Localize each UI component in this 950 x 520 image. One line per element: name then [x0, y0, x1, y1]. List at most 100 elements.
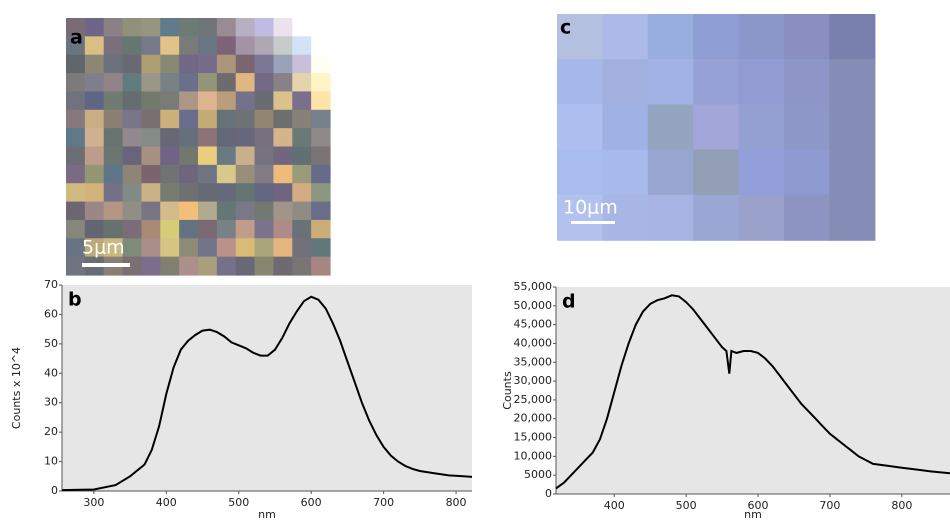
pixel [160, 256, 180, 276]
pixel [235, 18, 256, 37]
pixel [254, 109, 275, 129]
pixel [122, 201, 143, 221]
pixel [160, 201, 180, 221]
pixel [216, 238, 237, 258]
pixel [254, 164, 275, 184]
pixel [829, 59, 876, 106]
pixel [160, 219, 180, 239]
pixel [84, 164, 105, 184]
pixel [235, 91, 256, 111]
pixel [292, 201, 312, 221]
pixel [254, 128, 275, 148]
pixel [311, 54, 331, 74]
pixel [292, 128, 312, 148]
scale-bar [82, 263, 130, 267]
pixel [292, 18, 312, 37]
y-tick-label: 30,000 [514, 374, 553, 387]
pixel [66, 164, 86, 184]
x-tick-label: 600 [748, 499, 769, 512]
y-tick-label: 0 [51, 484, 58, 497]
x-tick-label: 800 [446, 496, 467, 509]
pixel [273, 36, 293, 56]
pixel [179, 164, 199, 184]
pixel [292, 91, 312, 111]
pixel [160, 164, 180, 184]
pixel [829, 194, 876, 241]
y-tick-label: 15,000 [514, 431, 553, 444]
pixel [141, 128, 161, 148]
pixel [84, 146, 105, 166]
pixel [179, 128, 199, 148]
scale-bar [571, 221, 615, 224]
pixel [216, 256, 237, 276]
pixel [198, 238, 218, 258]
pixel [602, 104, 649, 151]
pixel [254, 18, 275, 37]
pixel [160, 54, 180, 74]
pixel [216, 128, 237, 148]
pixel [198, 36, 218, 56]
pixel [160, 18, 180, 37]
pixel [103, 238, 124, 258]
pixel [122, 54, 143, 74]
x-tick-label: 600 [301, 496, 322, 509]
pixel [216, 36, 237, 56]
pixel [216, 219, 237, 239]
pixel [235, 54, 256, 74]
pixel [179, 183, 199, 203]
pixel [198, 109, 218, 129]
pixel [103, 183, 124, 203]
pixel [198, 201, 218, 221]
pixel [198, 219, 218, 239]
pixel [602, 59, 649, 106]
pixel [311, 36, 331, 56]
pixel [141, 109, 161, 129]
pixel [141, 183, 161, 203]
pixel [160, 238, 180, 258]
pixel [311, 109, 331, 129]
pixel [141, 146, 161, 166]
pixel [647, 149, 694, 196]
pixel [738, 104, 785, 151]
pixel [198, 183, 218, 203]
pixel [103, 54, 124, 74]
pixel [273, 164, 293, 184]
pixel [103, 128, 124, 148]
pixel [179, 109, 199, 129]
y-tick-label: 10 [44, 455, 58, 468]
pixel [602, 149, 649, 196]
pixel [103, 36, 124, 56]
pixel [273, 183, 293, 203]
micrograph-c [557, 14, 876, 241]
plot-area [62, 285, 472, 491]
pixel [254, 219, 275, 239]
pixel [198, 18, 218, 37]
pixel [122, 146, 143, 166]
pixel [292, 219, 312, 239]
pixel [84, 73, 105, 93]
pixel [66, 54, 86, 74]
pixel [179, 219, 199, 239]
pixel [235, 36, 256, 56]
pixel [602, 194, 649, 241]
y-tick-label: 10,000 [514, 449, 553, 462]
pixel [160, 73, 180, 93]
pixel [216, 164, 237, 184]
pixel [829, 104, 876, 151]
pixel [198, 91, 218, 111]
x-tick-label: 800 [891, 499, 912, 512]
pixel [693, 194, 740, 241]
pixel [66, 238, 86, 258]
pixel [103, 164, 124, 184]
pixel [235, 73, 256, 93]
pixel [216, 18, 237, 37]
pixel [311, 91, 331, 111]
pixel [647, 59, 694, 106]
pixel [235, 219, 256, 239]
pixel [557, 149, 603, 196]
y-axis-label: Counts [501, 371, 514, 410]
pixel [84, 238, 105, 258]
pixel [557, 194, 603, 241]
pixel [693, 59, 740, 106]
pixel [273, 128, 293, 148]
